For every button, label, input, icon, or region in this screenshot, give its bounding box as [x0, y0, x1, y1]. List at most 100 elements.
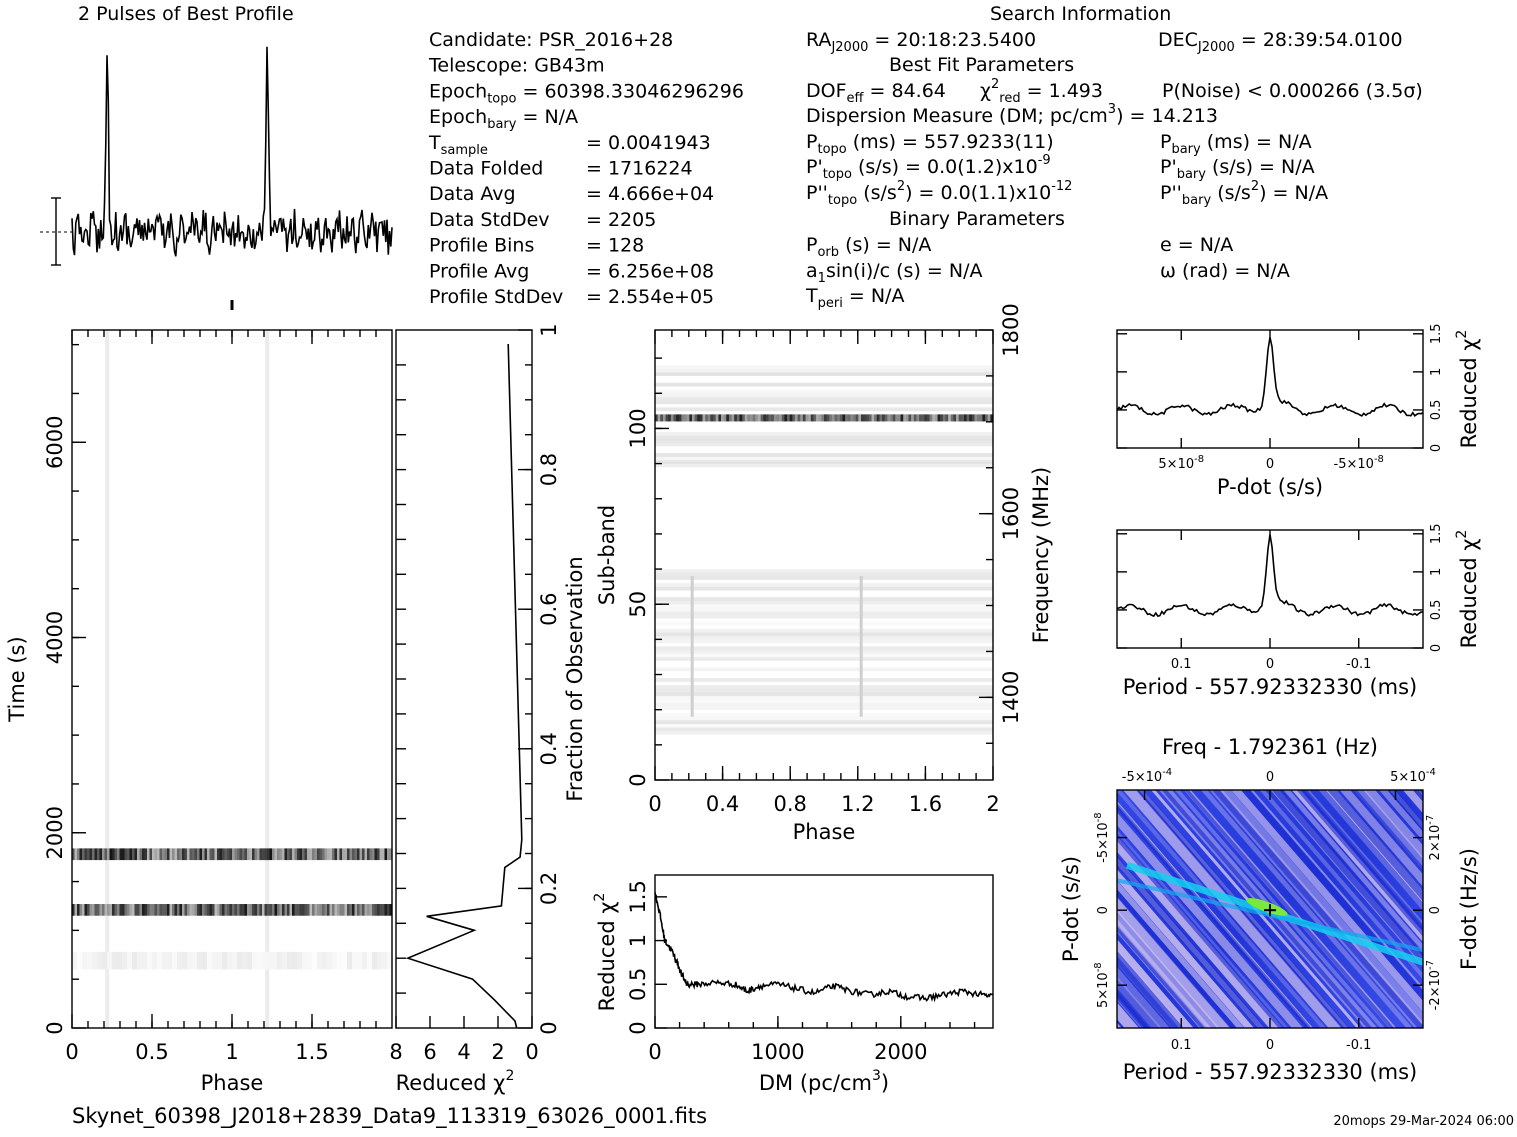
time-phase-dark-cell	[349, 904, 353, 916]
info-left-row: Data Avg	[429, 183, 516, 205]
a1-line: a1sin(i)/c (s) = N/A	[806, 260, 982, 286]
time-phase-dark-cell	[354, 848, 358, 861]
subband-dark-cell	[974, 414, 978, 422]
p-pdot-y2tick-label: 2×10-7	[1425, 815, 1443, 861]
time-phase-dark-cell	[82, 904, 85, 916]
info-mid-block: RAJ2000 = 20:18:23.5400 DECJ2000 = 28:39…	[805, 29, 1423, 311]
dof-line: DOFeff = 84.64	[806, 80, 946, 106]
subband-dark-cell	[913, 414, 917, 422]
time-phase-dark-cell	[187, 904, 190, 916]
time-phase-faint-cell	[127, 951, 132, 970]
time-phase-faint-cell	[202, 951, 207, 970]
subband-dark-cell	[718, 414, 722, 422]
time-phase-dark-cell	[362, 848, 365, 861]
subband-row	[655, 456, 993, 461]
time-phase-dark-cell	[352, 848, 355, 861]
time-phase-dark-cell	[227, 904, 230, 916]
subband-row	[655, 702, 993, 707]
subband-xtick-label: 1.2	[841, 792, 874, 816]
time-phase-dark-cell	[142, 848, 145, 861]
subband-row	[655, 685, 993, 689]
subband-dark-cell	[847, 414, 851, 422]
time-phase-dark-cell	[159, 848, 163, 861]
subband-dark-cell	[900, 414, 904, 422]
time-phase-dark-cell	[292, 848, 295, 861]
time-phase-dark-cell	[112, 848, 115, 861]
p-pdot-streak	[1117, 1002, 1140, 1028]
subband-dark-cell	[932, 414, 936, 422]
subband-row	[655, 656, 993, 661]
dm-ytick-label: 0	[626, 1021, 650, 1034]
time-phase-dark-cell	[304, 848, 308, 861]
time-phase-dark-cell	[259, 848, 263, 861]
subband-dark-cell	[694, 414, 698, 422]
p-pdot-streak	[1250, 790, 1423, 991]
subband-row	[655, 730, 993, 735]
time-phase-dark-cell	[242, 904, 245, 916]
time-phase-dark-cell	[197, 848, 200, 861]
subband-dark-cell	[871, 414, 875, 422]
subband-dark-cell	[821, 414, 825, 422]
info-left-row: Data Folded	[429, 158, 543, 180]
subband-dark-cell	[879, 414, 883, 422]
time-phase-dark-cell	[227, 848, 230, 861]
time-phase-dark-cell	[189, 848, 193, 861]
ptopo-line: Ptopo (ms) = 557.9233(11)	[806, 131, 1054, 157]
time-phase-dark-cell	[87, 904, 90, 916]
subband-dark-cell	[784, 414, 788, 422]
time-phase-dark-cell	[142, 904, 145, 916]
subband-dark-cell	[948, 414, 952, 422]
subband-dark-cell	[779, 414, 783, 422]
subband-dark-cell	[874, 414, 878, 422]
time-phase-dark-cell	[154, 904, 158, 916]
info-left-row: Tsample	[428, 132, 488, 158]
time-phase-dark-cell	[214, 904, 218, 916]
pdot-chi2-xlabel: P-dot (s/s)	[1217, 475, 1323, 499]
time-phase-dark-cell	[282, 904, 285, 916]
subband-dark-cell	[961, 414, 965, 422]
time-phase-dark-cell	[192, 904, 195, 916]
subband-dark-cell	[966, 414, 970, 422]
time-phase-dark-cell	[202, 848, 205, 861]
period-chi2-line	[1116, 534, 1423, 618]
subband-dark-cell	[728, 414, 732, 422]
subband-dark-cell	[982, 414, 986, 422]
time-phase-dark-cell	[329, 904, 333, 916]
time-chi2-xtick-label: 2	[491, 1040, 504, 1064]
time-phase-dark-cell	[312, 904, 315, 916]
footer-filename: Skynet_60398_J2018+2839_Data9_113319_630…	[72, 1104, 707, 1129]
subband-dark-cell	[831, 414, 835, 422]
subband-ytick-label: 0	[626, 773, 650, 786]
subband-dark-cell	[860, 414, 865, 422]
time-phase-dark-cell	[267, 848, 270, 861]
dm-chi2-plot: 0 1000 2000 0 0.5 1 1.5 DM (pc/cm3) Reduced χ2	[592, 874, 994, 1095]
subband-row	[655, 632, 993, 637]
time-phase-dark-cell	[252, 904, 255, 916]
time-phase-dark-cell	[162, 904, 165, 916]
pddtopo-line: P''topo (s/s2) = 0.0(1.1)x10-12	[806, 179, 1072, 208]
time-phase-dark-cell	[232, 848, 235, 861]
pdot-chi2-ylabel: Reduced χ2	[1454, 330, 1481, 449]
profile-title: 2 Pulses of Best Profile	[78, 3, 294, 25]
time-chi2-ytick-label: 0	[537, 1021, 561, 1034]
time-phase-dark-cell	[184, 904, 188, 916]
time-phase-dark-cell	[197, 904, 200, 916]
time-phase-dark-cell	[132, 904, 135, 916]
time-phase-dark-cell	[182, 904, 185, 916]
time-phase-dark-cell	[117, 904, 120, 916]
time-phase-dark-cell	[232, 904, 235, 916]
pdot-chi2-ytick-label: 1.5	[1429, 323, 1444, 344]
time-phase-faint-cell	[322, 951, 327, 970]
time-chi2-xtick-label: 4	[457, 1040, 470, 1064]
p-pdot-streak	[1123, 790, 1343, 1028]
time-phase-dark-cell	[174, 848, 178, 861]
subband-dark-cell	[818, 414, 822, 422]
subband-row	[655, 614, 993, 619]
p-pdot-ytick-label: 5×10-8	[1093, 962, 1111, 1008]
time-phase-dark-cell	[194, 904, 198, 916]
period-chi2-ytick-label: 0	[1429, 644, 1444, 652]
subband-row	[655, 723, 993, 728]
time-phase-dark-cell	[114, 848, 118, 861]
time-phase-dark-cell	[129, 848, 133, 861]
time-phase-dark-cell	[264, 848, 268, 861]
